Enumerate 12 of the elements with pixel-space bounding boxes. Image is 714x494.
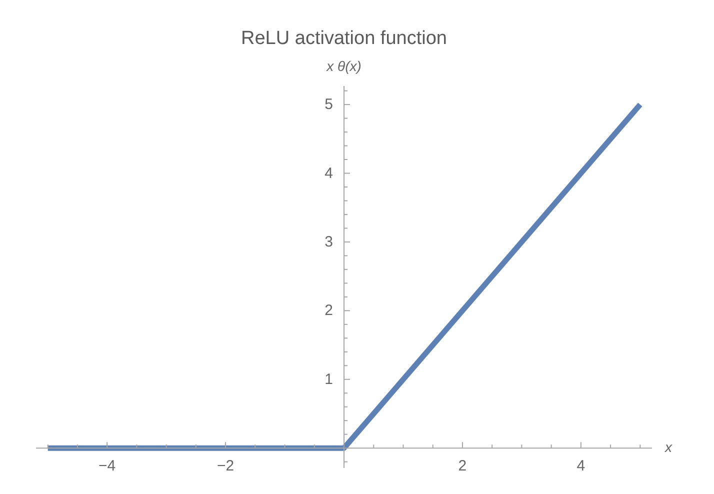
y-tick-label: 5 [324,96,333,114]
chart-title: ReLU activation function [240,28,448,50]
x-tick-label: −4 [98,458,116,475]
x-tick-label: −2 [216,458,234,475]
y-tick-label: 2 [324,302,333,320]
y-tick-label: 3 [324,233,333,250]
x-axis-title: x [665,438,672,456]
y-axis-title: x θ(x) [325,57,362,75]
x-tick-label: 4 [576,458,586,475]
y-tick-label: 4 [324,164,333,182]
x-tick-label: 2 [458,458,467,475]
y-tick-label: 1 [324,370,333,388]
